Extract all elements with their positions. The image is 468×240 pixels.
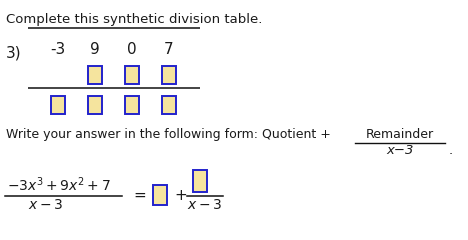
Bar	[88, 66, 102, 84]
Text: 0: 0	[127, 42, 137, 57]
Text: x−3: x−3	[386, 144, 414, 157]
Text: Write your answer in the following form: Quotient +: Write your answer in the following form:…	[6, 128, 331, 141]
Text: 9: 9	[90, 42, 100, 57]
Bar	[125, 96, 139, 114]
Text: =: =	[133, 187, 146, 203]
Bar	[51, 96, 65, 114]
Text: 7: 7	[164, 42, 174, 57]
Bar	[125, 66, 139, 84]
Bar	[88, 96, 102, 114]
Text: $-3x^3+9x^2+7$: $-3x^3+9x^2+7$	[7, 175, 111, 194]
Text: -3: -3	[51, 42, 66, 57]
Bar	[162, 96, 176, 114]
Text: $x-3$: $x-3$	[187, 198, 223, 212]
Text: .: .	[449, 144, 453, 157]
Text: $x-3$: $x-3$	[28, 198, 63, 212]
Bar	[162, 66, 176, 84]
Bar	[193, 170, 207, 192]
Text: Complete this synthetic division table.: Complete this synthetic division table.	[6, 13, 263, 26]
Text: 3): 3)	[6, 45, 22, 60]
Text: +: +	[174, 187, 187, 203]
Bar	[153, 185, 167, 205]
Text: Remainder: Remainder	[366, 128, 434, 141]
